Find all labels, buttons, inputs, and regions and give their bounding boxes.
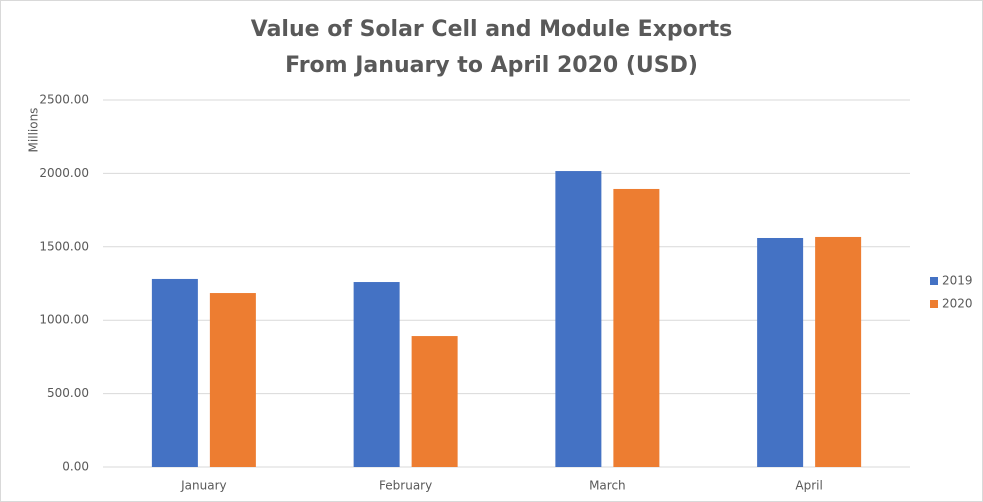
y-tick-label: 2000.00	[39, 166, 89, 180]
y-tick-label: 1500.00	[39, 239, 89, 253]
x-tick-label: January	[180, 479, 227, 493]
y-axis-label: Millions	[27, 108, 41, 153]
bar	[613, 188, 660, 467]
bar	[555, 171, 602, 467]
bar	[411, 336, 458, 467]
bar	[151, 278, 198, 467]
y-tick-label: 1000.00	[39, 313, 89, 327]
bar	[757, 237, 804, 467]
bar	[353, 282, 400, 467]
legend-swatch	[930, 300, 938, 308]
x-tick-label: March	[589, 479, 626, 493]
x-tick-label: February	[379, 479, 432, 493]
y-tick-label: 2500.00	[39, 93, 89, 107]
legend-label: 2020	[942, 297, 973, 311]
bar	[815, 236, 862, 467]
y-tick-label: 0.00	[62, 460, 89, 474]
chart-title: Value of Solar Cell and Module Exports F…	[250, 17, 733, 78]
bar	[209, 293, 256, 467]
legend-label: 2019	[942, 274, 973, 288]
x-tick-label: April	[795, 479, 822, 493]
legend-swatch	[930, 277, 938, 285]
y-tick-label: 500.00	[47, 386, 89, 400]
